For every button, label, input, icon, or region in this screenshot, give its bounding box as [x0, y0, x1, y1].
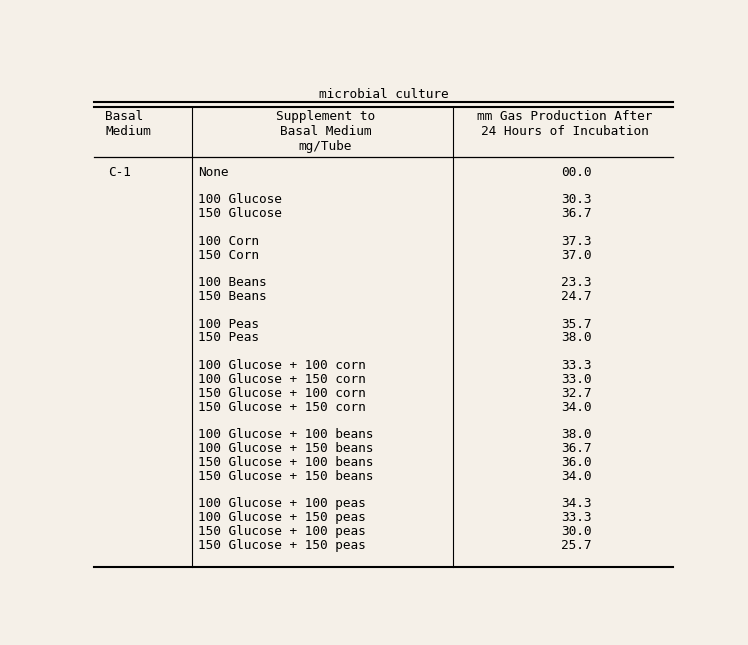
Text: 38.0: 38.0: [561, 428, 592, 441]
Text: 150 Glucose + 150 beans: 150 Glucose + 150 beans: [197, 470, 373, 482]
Text: 100 Glucose + 100 beans: 100 Glucose + 100 beans: [197, 428, 373, 441]
Text: 150 Peas: 150 Peas: [197, 332, 259, 344]
Text: 100 Glucose: 100 Glucose: [197, 194, 282, 206]
Text: 35.7: 35.7: [561, 318, 592, 331]
Text: 33.0: 33.0: [561, 373, 592, 386]
Text: 150 Glucose + 100 corn: 150 Glucose + 100 corn: [197, 387, 366, 400]
Text: 37.3: 37.3: [561, 235, 592, 248]
Text: microbial culture: microbial culture: [319, 88, 448, 101]
Text: 25.7: 25.7: [561, 539, 592, 551]
Text: 36.0: 36.0: [561, 456, 592, 469]
Text: 34.0: 34.0: [561, 401, 592, 413]
Text: 32.7: 32.7: [561, 387, 592, 400]
Text: None: None: [197, 166, 228, 179]
Text: 24.7: 24.7: [561, 290, 592, 303]
Text: 150 Glucose + 150 peas: 150 Glucose + 150 peas: [197, 539, 366, 551]
Text: 150 Glucose + 150 corn: 150 Glucose + 150 corn: [197, 401, 366, 413]
Text: 23.3: 23.3: [561, 276, 592, 289]
Text: 34.3: 34.3: [561, 497, 592, 510]
Text: 150 Glucose + 100 beans: 150 Glucose + 100 beans: [197, 456, 373, 469]
Text: 36.7: 36.7: [561, 442, 592, 455]
Text: 150 Corn: 150 Corn: [197, 248, 259, 262]
Text: 150 Glucose: 150 Glucose: [197, 207, 282, 220]
Text: 34.0: 34.0: [561, 470, 592, 482]
Text: 38.0: 38.0: [561, 332, 592, 344]
Text: 33.3: 33.3: [561, 359, 592, 372]
Text: 150 Beans: 150 Beans: [197, 290, 266, 303]
Text: 100 Glucose + 150 beans: 100 Glucose + 150 beans: [197, 442, 373, 455]
Text: 100 Glucose + 150 corn: 100 Glucose + 150 corn: [197, 373, 366, 386]
Text: 33.3: 33.3: [561, 511, 592, 524]
Text: Basal
Medium: Basal Medium: [105, 110, 151, 137]
Text: 30.3: 30.3: [561, 194, 592, 206]
Text: 30.0: 30.0: [561, 525, 592, 538]
Text: 100 Beans: 100 Beans: [197, 276, 266, 289]
Text: 00.0: 00.0: [561, 166, 592, 179]
Text: 150 Glucose + 100 peas: 150 Glucose + 100 peas: [197, 525, 366, 538]
Text: 100 Glucose + 100 peas: 100 Glucose + 100 peas: [197, 497, 366, 510]
Text: 100 Corn: 100 Corn: [197, 235, 259, 248]
Text: 100 Glucose + 100 corn: 100 Glucose + 100 corn: [197, 359, 366, 372]
Text: C-1: C-1: [108, 166, 131, 179]
Text: 37.0: 37.0: [561, 248, 592, 262]
Text: 100 Glucose + 150 peas: 100 Glucose + 150 peas: [197, 511, 366, 524]
Text: mm Gas Production After
24 Hours of Incubation: mm Gas Production After 24 Hours of Incu…: [476, 110, 652, 137]
Text: 36.7: 36.7: [561, 207, 592, 220]
Text: 100 Peas: 100 Peas: [197, 318, 259, 331]
Text: Supplement to
Basal Medium
mg/Tube: Supplement to Basal Medium mg/Tube: [276, 110, 375, 153]
